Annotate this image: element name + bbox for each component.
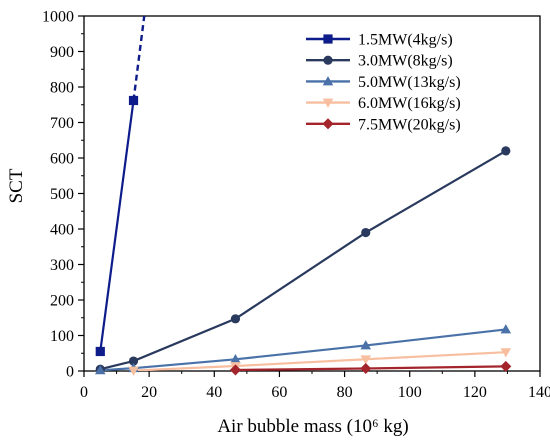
y-tick-label: 200 xyxy=(50,293,74,310)
data-point xyxy=(322,76,334,86)
y-axis-title: SCT xyxy=(6,168,27,203)
y-tick-label: 900 xyxy=(50,44,74,61)
series-square xyxy=(99,16,146,352)
legend-entry: 6.0MW(16kg/s) xyxy=(306,95,461,112)
legend-entry: 5.0MW(13kg/s) xyxy=(306,74,461,91)
legend-label: 7.5MW(20kg/s) xyxy=(358,116,461,133)
y-tick-label: 600 xyxy=(50,151,74,168)
data-point xyxy=(360,362,372,375)
plot-frame xyxy=(83,15,541,372)
data-point xyxy=(501,146,511,156)
data-point xyxy=(323,55,333,65)
legend-entry: 3.0MW(8kg/s) xyxy=(306,53,453,70)
data-point xyxy=(95,346,105,357)
legend-entry: 7.5MW(20kg/s) xyxy=(306,116,461,133)
series-line xyxy=(133,351,506,371)
series-triangle-down xyxy=(133,351,506,371)
data-point xyxy=(500,360,512,372)
x-tick-label: 40 xyxy=(206,384,222,401)
legend: 1.5MW(4kg/s) 3.0MW(8kg/s) 5.0MW(13kg/s) 6.0… xyxy=(306,32,461,133)
data-point xyxy=(322,118,334,130)
data-point xyxy=(361,227,371,238)
x-tick-label: 0 xyxy=(80,384,88,401)
data-point xyxy=(128,366,139,376)
data-point xyxy=(360,355,372,365)
x-tick-label: 80 xyxy=(337,384,353,401)
legend-label: 5.0MW(13kg/s) xyxy=(358,74,461,91)
data-point xyxy=(323,34,333,44)
data-point xyxy=(128,356,139,366)
series-markers-square xyxy=(95,95,139,357)
y-tick-label: 800 xyxy=(50,80,74,97)
x-tick-label: 120 xyxy=(463,384,487,401)
x-tick-label: 60 xyxy=(271,384,287,401)
data-point xyxy=(229,364,241,376)
data-point xyxy=(128,95,139,106)
data-point xyxy=(230,314,241,324)
series-markers-circle xyxy=(95,146,511,374)
y-tick-label: 400 xyxy=(50,222,74,239)
y-tick-label: 500 xyxy=(50,186,74,203)
legend-entry: 1.5MW(4kg/s) xyxy=(306,32,453,49)
series-markers-diamond xyxy=(229,360,512,376)
x-tick-label: 20 xyxy=(141,384,157,401)
y-tick-label: 700 xyxy=(50,115,74,132)
series-layer xyxy=(94,16,512,376)
series-extrapolation-line xyxy=(132,16,146,101)
data-point xyxy=(230,353,241,364)
y-tick-label: 1000 xyxy=(42,9,74,26)
legend-label: 1.5MW(4kg/s) xyxy=(358,32,453,49)
series-line xyxy=(99,100,135,352)
data-point xyxy=(500,348,512,358)
x-tick-label: 140 xyxy=(528,384,550,401)
data-point xyxy=(500,324,512,334)
data-point xyxy=(360,340,372,350)
y-tick-label: 0 xyxy=(66,364,74,381)
y-tick-label: 100 xyxy=(50,328,74,345)
legend-label: 6.0MW(16kg/s) xyxy=(358,95,461,112)
y-tick-label: 300 xyxy=(50,257,74,274)
axes: 0 20 40 60 80 100 120 140 0 100 200 300 400 500 600 700… xyxy=(42,9,550,402)
data-point xyxy=(322,98,334,108)
x-axis-title: Air bubble mass (10⁶ kg) xyxy=(217,416,408,437)
x-tick-label: 100 xyxy=(398,384,422,401)
legend-label: 3.0MW(8kg/s) xyxy=(358,53,453,70)
data-point xyxy=(94,365,106,375)
